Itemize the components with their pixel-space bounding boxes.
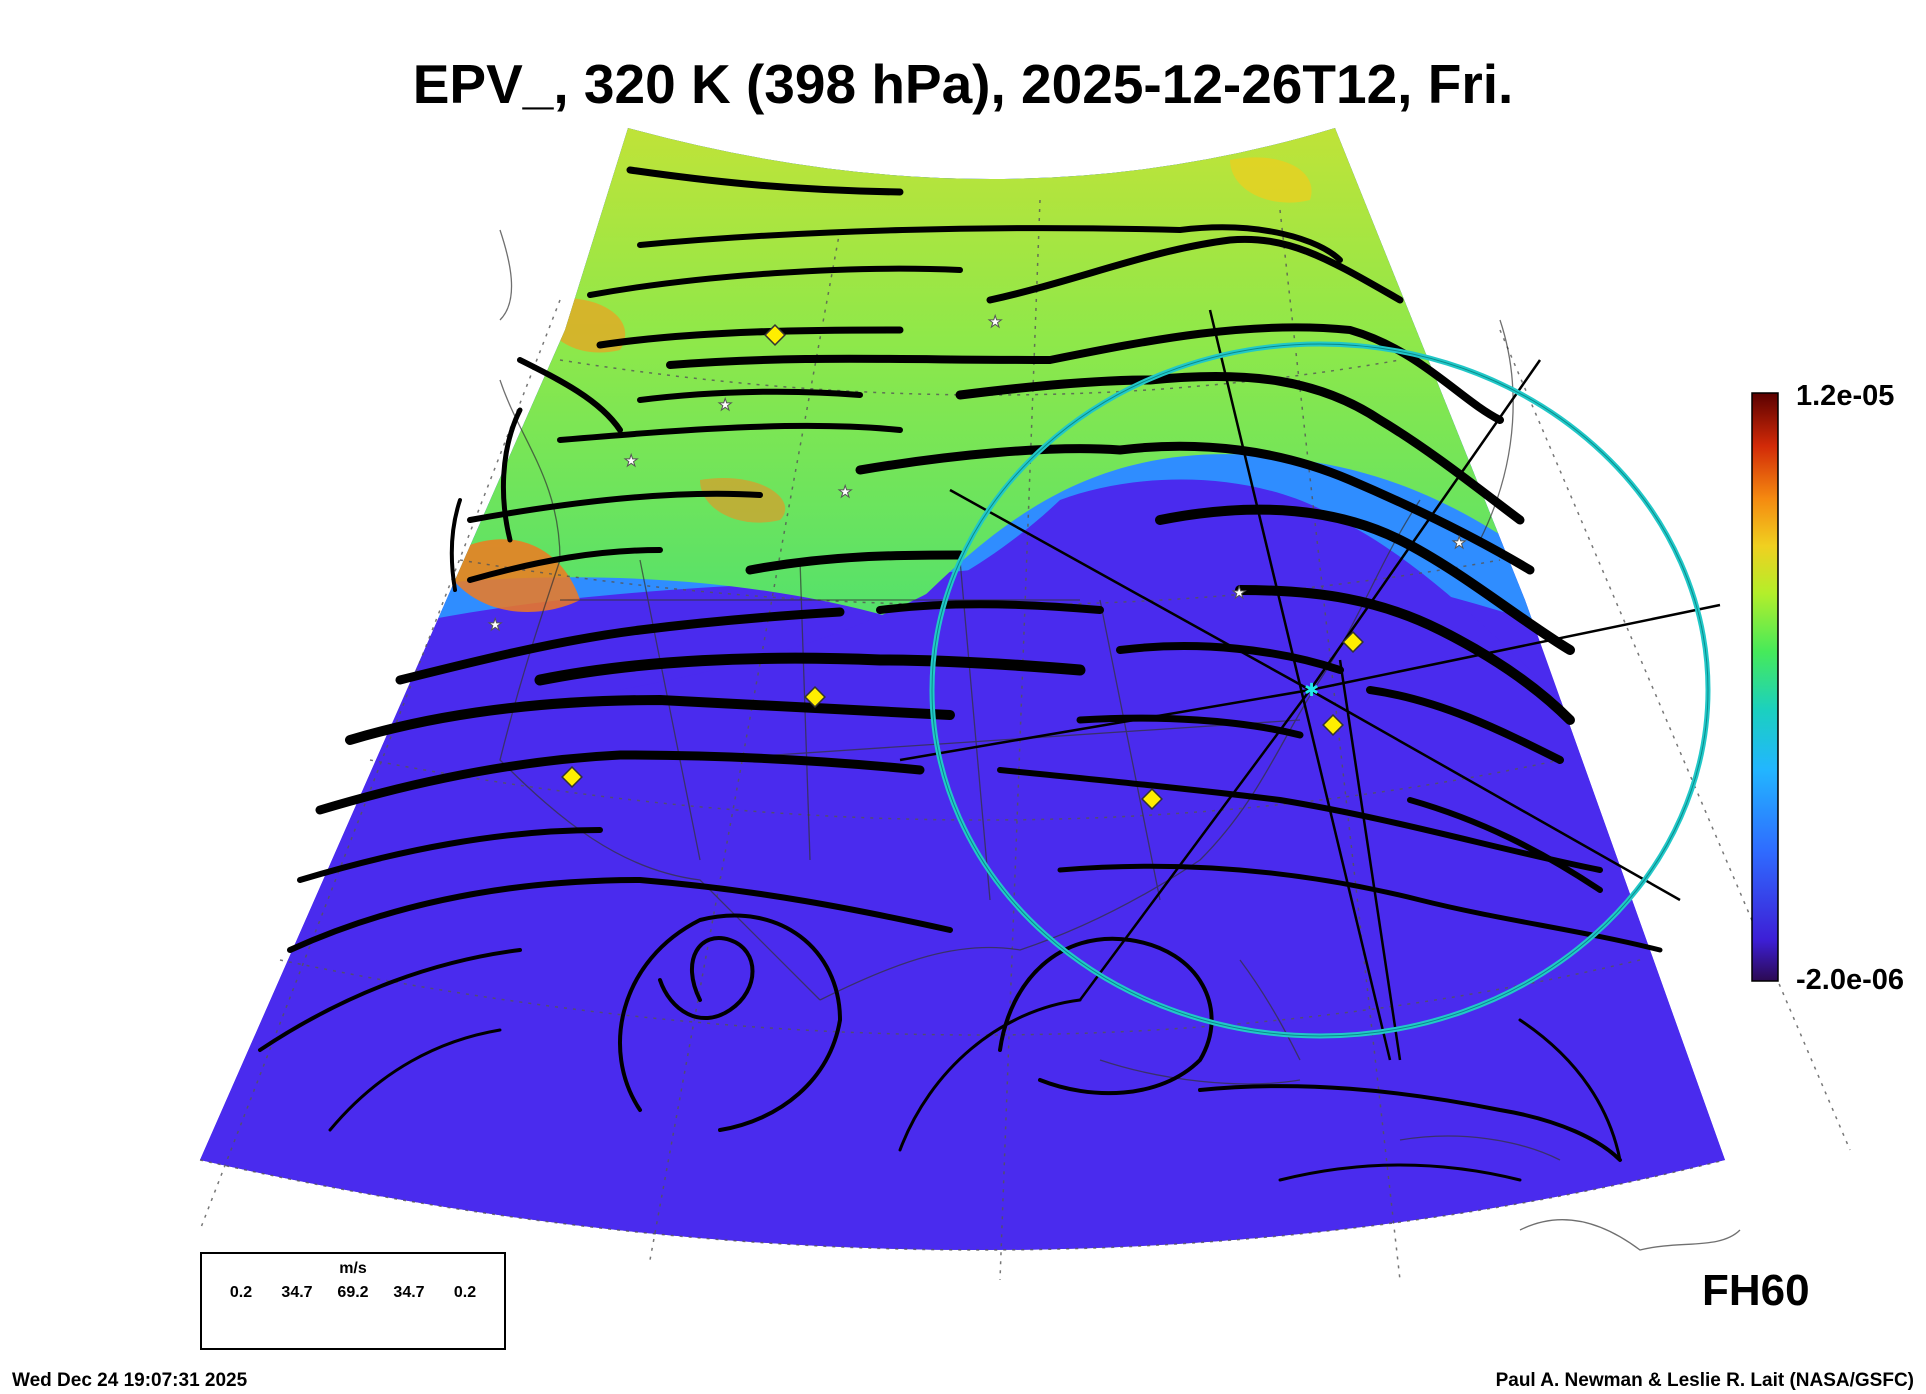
station-marker: [1342, 631, 1364, 653]
star-markers: ★ ★ ★ ★ ★ ★ ★: [488, 312, 1467, 635]
timestamp: Wed Dec 24 19:07:31 2025: [12, 1370, 248, 1391]
center-marker-icon: ✱: [1304, 680, 1319, 701]
streamlines: [258, 166, 1663, 1182]
legend-value: 34.7: [393, 1284, 425, 1301]
coastlines: [499, 229, 1741, 1251]
colorbar-max-label: 1.2e-05: [1796, 380, 1895, 412]
star-marker-icon: ★: [1452, 533, 1466, 552]
credit: Paul A. Newman & Leslie R. Lait (NASA/GS…: [1495, 1370, 1914, 1391]
colorbar-min-label: -2.0e-06: [1796, 964, 1905, 996]
station-marker: [1141, 788, 1163, 810]
station-marker: [764, 324, 786, 346]
wind-speed-legend: m/s 0.2 34.7 69.2 34.7 0.2: [200, 1252, 506, 1350]
star-marker-icon: ★: [1232, 583, 1246, 602]
station-marker: [804, 686, 826, 708]
forecast-hour: FH60: [1702, 1266, 1810, 1315]
legend-value: 0.2: [229, 1284, 253, 1301]
trajectory-lines: [899, 309, 1721, 1061]
star-marker-icon: ★: [488, 615, 502, 634]
station-marker: [1322, 714, 1344, 736]
legend-unit: m/s: [339, 1260, 367, 1277]
legend-value: 34.7: [281, 1284, 313, 1301]
star-marker-icon: ★: [838, 482, 852, 501]
star-marker-icon: ★: [988, 312, 1002, 331]
star-marker-icon: ★: [718, 395, 732, 414]
colorbar: [1751, 392, 1779, 982]
plot-title: EPV_, 320 K (398 hPa), 2025-12-26T12, Fr…: [412, 53, 1514, 115]
station-marker: [561, 766, 583, 788]
station-markers: [561, 324, 1364, 810]
legend-value: 69.2: [337, 1284, 369, 1301]
legend-value: 0.2: [453, 1284, 477, 1301]
star-marker-icon: ★: [624, 451, 638, 470]
